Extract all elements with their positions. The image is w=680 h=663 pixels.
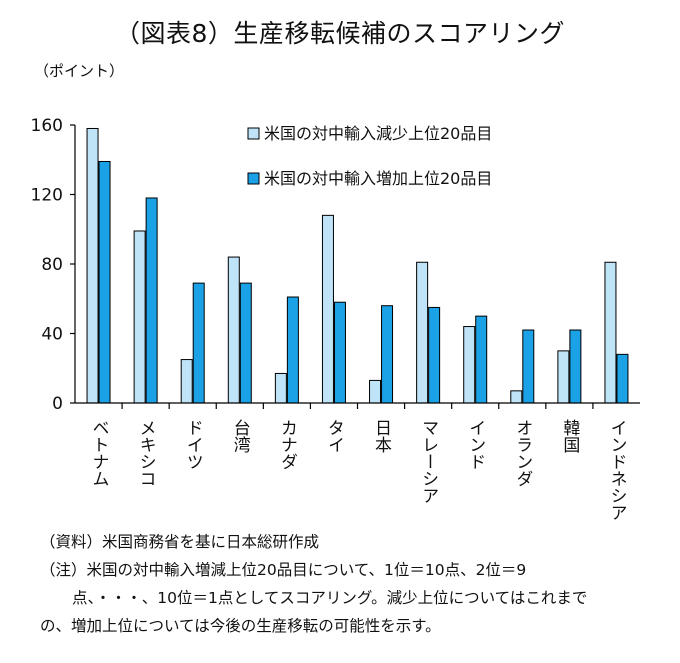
bar-decrease-4 [274,372,287,404]
bar-increase-0 [98,160,111,404]
notes-block: （資料）米国商務省を基に日本総研作成 （注）米国の対中輸入増減上位20品目につい… [40,528,670,640]
footnote-line-2: 点、・・・、10位＝1点としてスコアリング。減少上位についてはこれまで [72,589,588,607]
category-label-0: ベトナム [89,419,109,487]
bar-increase-8 [475,315,488,404]
y-tick-label: 160 [31,116,63,136]
category-label-1: メキシコ [136,419,156,487]
bar-decrease-0 [86,127,99,404]
category-label-8: インド [465,419,485,470]
y-tick-label: 0 [52,394,63,414]
y-tick-label: 40 [41,325,63,345]
bar-chart: 0 40 80 120 160 ベトナム メキシコ ドイツ 台湾 カナダ タイ 日本 マレーシア インド… [31,116,640,521]
bar-decrease-9 [510,390,523,404]
category-label-7: マレーシア [418,419,438,504]
category-label-6: 日本 [371,419,392,453]
bar-increase-2 [192,282,205,404]
bar-increase-4 [286,296,299,404]
bar-decrease-2 [180,359,193,404]
category-label-11: インドネシア [606,419,626,521]
footnote-line-1: （注）米国の対中輸入増減上位20品目について、1位＝10点、2位＝9 [40,561,527,579]
category-label-2: ドイツ [183,419,203,470]
legend-swatch-1 [247,172,260,185]
y-tick-label: 80 [41,255,63,275]
bar-decrease-7 [416,261,429,404]
bar-decrease-8 [463,326,476,404]
bar-decrease-10 [557,350,570,404]
bar-increase-3 [239,282,252,404]
legend-label-1: 米国の対中輸入増加上位20品目 [264,169,492,188]
axes-group [74,125,640,404]
bar-increase-6 [381,305,394,404]
footnote-line-3: の、増加上位については今後の生産移転の可能性を示す。 [40,617,441,635]
category-label-5: タイ [324,419,344,453]
y-tick-label: 120 [31,186,63,206]
bar-increase-5 [333,301,346,404]
bar-increase-10 [569,329,582,404]
legend-label-0: 米国の対中輸入減少上位20品目 [264,124,492,143]
bar-increase-11 [616,353,629,404]
bar-increase-1 [145,197,158,404]
bar-increase-7 [428,306,441,404]
category-label-10: 韓国 [559,419,580,453]
legend-swatch-0 [247,127,260,140]
bar-increase-9 [522,329,535,404]
chart-title: （図表8）生産移転候補のスコアリング [115,19,565,48]
y-axis-unit-label: （ポイント） [34,62,125,80]
y-ticks-group: 0 40 80 120 160 [31,116,594,414]
bar-decrease-3 [227,256,240,404]
bar-decrease-5 [321,214,334,404]
category-label-9: オランダ [512,419,532,487]
category-label-3: 台湾 [230,419,251,454]
bar-decrease-6 [369,379,382,404]
bar-decrease-1 [133,230,146,404]
category-label-4: カナダ [277,419,297,470]
bar-decrease-11 [604,261,617,404]
category-labels-group: ベトナム メキシコ ドイツ 台湾 カナダ タイ 日本 マレーシア インド オランダ 韓国 インドネシア [89,419,627,521]
source-note: （資料）米国商務省を基に日本総研作成 [40,533,320,551]
